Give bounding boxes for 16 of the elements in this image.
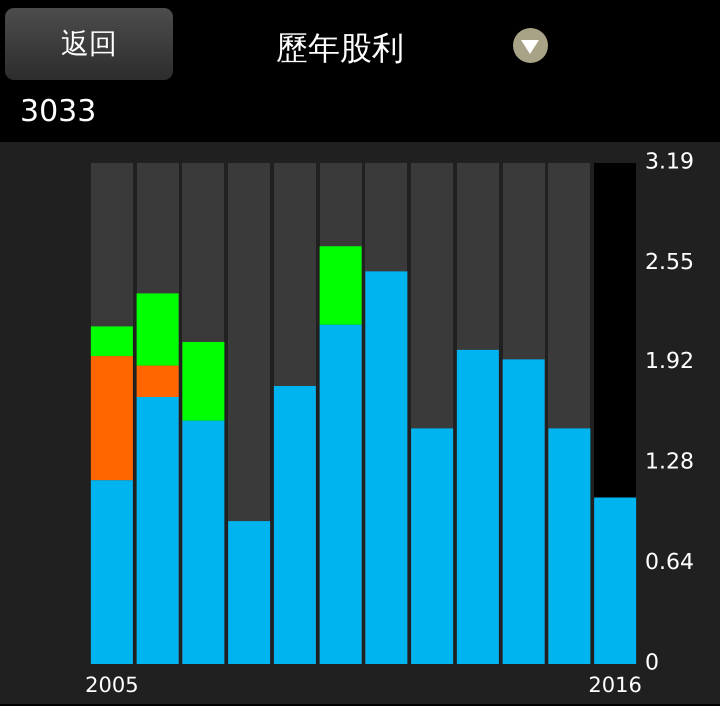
y-tick-label: 1.92 (645, 349, 694, 374)
y-tick-label: 0.64 (645, 550, 694, 576)
chart-title: 歷年股利 (275, 28, 405, 69)
bar (90, 326, 133, 356)
x-tick-label: 2005 (85, 673, 139, 698)
y-tick-label: 1.28 (645, 450, 694, 475)
y-tick-label: 3.19 (645, 150, 694, 175)
bar (136, 366, 179, 398)
chart-subtitle: 3033 (20, 93, 96, 131)
y-tick-label: 2.55 (645, 250, 694, 276)
x-tick-label: 2016 (588, 673, 642, 698)
bar (136, 397, 179, 664)
y-tick-label: 0 (645, 650, 659, 676)
bar (228, 521, 270, 664)
bar (182, 342, 224, 421)
bar (90, 356, 133, 480)
